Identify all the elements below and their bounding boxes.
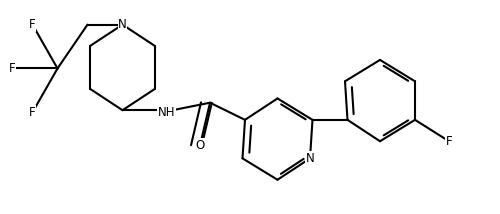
Text: F: F (29, 18, 36, 31)
Text: F: F (446, 135, 452, 148)
Text: F: F (29, 106, 36, 119)
Text: N: N (306, 152, 314, 165)
Text: O: O (196, 139, 204, 152)
Text: F: F (9, 62, 16, 75)
Text: NH: NH (158, 106, 175, 119)
Text: N: N (118, 18, 127, 31)
